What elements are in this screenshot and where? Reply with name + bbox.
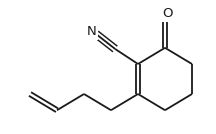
Text: N: N — [86, 25, 96, 38]
Text: O: O — [162, 7, 173, 20]
